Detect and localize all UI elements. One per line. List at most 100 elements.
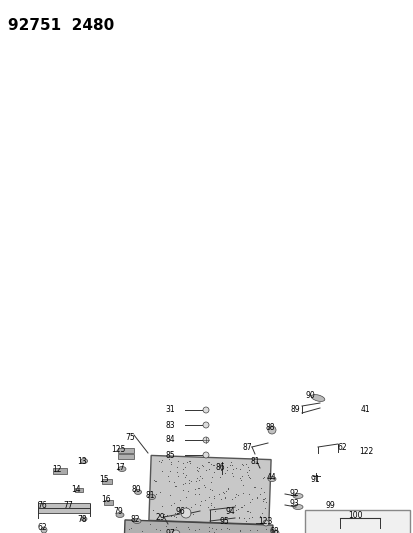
Point (125, 525, 132, 533)
Point (223, 466, 230, 475)
Point (242, 516, 249, 525)
Point (260, 495, 266, 504)
Point (217, 525, 224, 533)
Point (228, 495, 235, 504)
Point (216, 473, 223, 481)
Point (210, 494, 217, 502)
Text: 85: 85 (165, 450, 174, 459)
Point (215, 532, 221, 533)
Point (183, 457, 190, 466)
Text: 97: 97 (165, 529, 174, 533)
Point (195, 524, 202, 533)
Point (223, 463, 230, 471)
Text: 96: 96 (175, 506, 185, 515)
Point (197, 500, 203, 509)
Point (161, 510, 167, 518)
Point (173, 482, 179, 490)
Text: 77: 77 (63, 502, 73, 511)
Point (161, 512, 168, 520)
Ellipse shape (202, 437, 209, 443)
Point (156, 526, 163, 533)
Point (240, 514, 246, 522)
Point (150, 529, 156, 533)
Point (193, 474, 199, 482)
Text: 93: 93 (288, 499, 298, 508)
Point (149, 506, 156, 514)
Point (202, 466, 209, 474)
Ellipse shape (202, 422, 209, 428)
Point (246, 466, 252, 474)
Point (238, 529, 244, 533)
Point (202, 529, 208, 533)
Point (192, 477, 199, 485)
Text: 99: 99 (324, 500, 334, 510)
Point (179, 530, 186, 533)
Ellipse shape (134, 489, 141, 495)
Point (176, 507, 183, 516)
Point (204, 530, 210, 533)
Point (260, 473, 267, 481)
Point (171, 482, 178, 490)
Point (210, 461, 216, 469)
Text: 13: 13 (77, 456, 87, 465)
Ellipse shape (262, 520, 268, 526)
Point (179, 486, 185, 494)
Point (211, 492, 217, 500)
Point (157, 458, 164, 467)
Text: 62: 62 (37, 523, 47, 532)
Point (185, 486, 191, 495)
Point (182, 503, 189, 512)
Point (204, 503, 211, 511)
Bar (118, 448, 134, 453)
Point (221, 494, 228, 502)
Point (262, 498, 269, 506)
Point (210, 467, 217, 476)
Point (170, 511, 177, 520)
Point (177, 496, 183, 505)
Point (170, 478, 176, 486)
Point (256, 490, 263, 498)
Point (205, 522, 211, 531)
Point (250, 482, 257, 491)
Point (256, 511, 263, 520)
Ellipse shape (116, 513, 124, 518)
Point (261, 504, 268, 513)
Point (173, 463, 180, 471)
Point (239, 489, 245, 498)
Point (215, 490, 221, 498)
Point (234, 505, 241, 513)
Text: 83: 83 (165, 421, 174, 430)
Ellipse shape (267, 426, 275, 434)
Point (223, 462, 230, 471)
Point (163, 521, 169, 530)
Point (258, 531, 264, 533)
Point (195, 484, 201, 492)
Bar (38, 503, 90, 513)
Text: 29: 29 (155, 513, 164, 521)
Point (152, 477, 159, 486)
Text: 125: 125 (111, 446, 125, 455)
Point (201, 482, 208, 491)
Point (236, 525, 242, 533)
Point (218, 466, 224, 474)
Point (171, 509, 178, 518)
Point (184, 523, 191, 531)
Point (259, 496, 265, 505)
Point (198, 474, 204, 482)
Point (198, 461, 205, 469)
Point (260, 488, 266, 496)
Point (229, 461, 235, 470)
Ellipse shape (148, 495, 155, 499)
Point (174, 456, 181, 465)
Point (246, 497, 253, 506)
Text: 16: 16 (101, 496, 111, 505)
Point (225, 524, 232, 533)
Ellipse shape (81, 517, 87, 521)
Point (181, 505, 188, 513)
Point (199, 462, 206, 470)
Ellipse shape (202, 407, 209, 413)
Point (207, 500, 214, 509)
Point (159, 456, 165, 464)
Point (220, 489, 227, 497)
Ellipse shape (202, 452, 209, 458)
